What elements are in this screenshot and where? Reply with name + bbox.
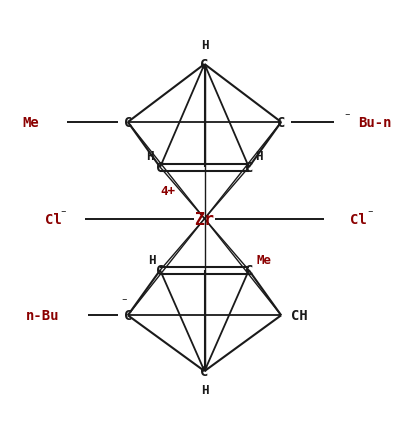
Text: C: C: [124, 116, 132, 130]
Text: Bu-n: Bu-n: [358, 116, 391, 130]
Text: H: H: [201, 39, 208, 52]
Text: H: H: [201, 384, 208, 397]
Text: C: C: [245, 161, 253, 175]
Text: Cl: Cl: [45, 212, 61, 226]
Text: Me: Me: [257, 253, 272, 266]
Text: C: C: [200, 364, 209, 378]
Text: ⁻: ⁻: [120, 296, 128, 308]
Text: C: C: [124, 309, 132, 322]
Text: ⁻: ⁻: [60, 207, 67, 220]
Text: H: H: [255, 149, 263, 162]
Text: 4+: 4+: [161, 185, 176, 198]
Text: ⁻: ⁻: [366, 207, 373, 220]
Text: CH: CH: [291, 309, 308, 322]
Text: C: C: [245, 263, 253, 277]
Text: n-Bu: n-Bu: [26, 309, 59, 322]
Text: ⁻: ⁻: [344, 111, 351, 124]
Text: C: C: [277, 116, 285, 130]
Text: H: H: [148, 253, 156, 266]
Text: H: H: [146, 149, 154, 162]
Text: C: C: [156, 161, 164, 175]
Text: C: C: [200, 58, 209, 72]
Text: Cl: Cl: [350, 212, 366, 226]
Text: Me: Me: [22, 116, 39, 130]
Text: Zr: Zr: [195, 210, 214, 228]
Text: C: C: [156, 263, 164, 277]
